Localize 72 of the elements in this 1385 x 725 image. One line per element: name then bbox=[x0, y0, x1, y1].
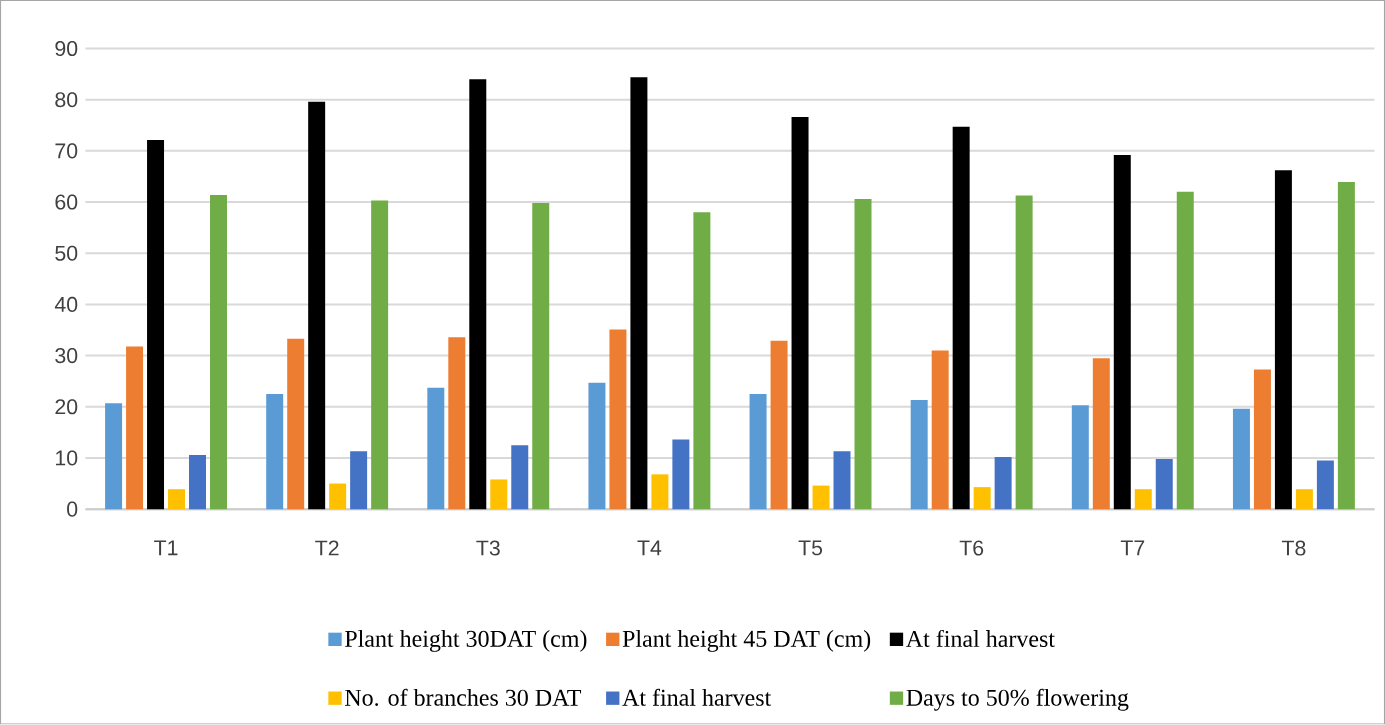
bar bbox=[350, 451, 368, 510]
bar bbox=[770, 341, 788, 510]
bar bbox=[931, 350, 949, 510]
bar bbox=[308, 101, 326, 510]
bar bbox=[147, 140, 165, 510]
bar bbox=[630, 77, 648, 510]
bar bbox=[105, 403, 123, 510]
bar bbox=[1092, 358, 1110, 510]
x-tick-label: T7 bbox=[1120, 540, 1145, 556]
bar bbox=[1337, 182, 1355, 510]
bar bbox=[1015, 195, 1033, 510]
bar bbox=[329, 483, 347, 510]
bar bbox=[168, 489, 186, 510]
bar bbox=[812, 485, 830, 510]
bar bbox=[588, 382, 606, 510]
bar bbox=[448, 337, 466, 510]
bar bbox=[371, 200, 389, 510]
bar bbox=[672, 439, 690, 510]
legend-label: Plant height 30DAT (cm) bbox=[345, 630, 587, 653]
legend-label: At final harvest bbox=[622, 688, 772, 707]
y-tick-label: 30 bbox=[55, 348, 78, 364]
x-tick-label: T3 bbox=[476, 540, 500, 556]
bar bbox=[189, 455, 206, 510]
legend-label: At final harvest bbox=[906, 630, 1055, 648]
bar bbox=[1295, 489, 1313, 510]
bar bbox=[952, 127, 970, 510]
bar bbox=[490, 479, 508, 510]
bar bbox=[1176, 192, 1194, 510]
x-tick-label: T4 bbox=[637, 540, 662, 556]
bar bbox=[266, 394, 284, 510]
y-tick-label: 50 bbox=[55, 245, 78, 262]
bar bbox=[1253, 369, 1271, 510]
legend-label: Days to 50% flowering bbox=[906, 688, 1129, 712]
bar bbox=[1155, 459, 1173, 510]
bar bbox=[994, 457, 1012, 510]
bar bbox=[287, 338, 305, 510]
y-tick-label: 70 bbox=[55, 143, 78, 159]
bar bbox=[1232, 409, 1250, 510]
y-tick-label: 90 bbox=[55, 41, 78, 57]
bar bbox=[511, 445, 529, 510]
y-tick-label: 80 bbox=[55, 92, 78, 108]
x-tick-label: T1 bbox=[154, 540, 178, 556]
y-tick-label: 60 bbox=[55, 194, 78, 210]
x-tick-label: T6 bbox=[959, 540, 984, 556]
bar bbox=[749, 394, 767, 510]
bar bbox=[1134, 489, 1152, 510]
bar bbox=[651, 474, 669, 510]
bar bbox=[532, 203, 550, 510]
bar bbox=[833, 451, 851, 510]
y-tick-label: 10 bbox=[56, 450, 78, 466]
legend-label: Plant height 45 DAT (cm) bbox=[622, 630, 871, 653]
bar bbox=[427, 388, 445, 510]
y-tick-label: 20 bbox=[55, 399, 78, 415]
bar bbox=[126, 346, 144, 510]
bar bbox=[210, 195, 227, 510]
bar bbox=[1071, 405, 1089, 510]
bar bbox=[1113, 155, 1131, 510]
y-tick-label: 40 bbox=[54, 297, 78, 313]
bar bbox=[910, 400, 928, 510]
bar bbox=[973, 487, 991, 510]
bar bbox=[609, 329, 627, 510]
x-tick-label: T8 bbox=[1281, 540, 1306, 556]
legend-label: No. of branches 30 DAT bbox=[345, 688, 582, 707]
bar bbox=[791, 117, 809, 510]
bar bbox=[854, 199, 872, 510]
x-tick-label: T2 bbox=[315, 540, 339, 556]
bar bbox=[469, 79, 487, 510]
y-tick-label: 0 bbox=[67, 501, 78, 517]
bar bbox=[1274, 170, 1292, 510]
bar bbox=[1316, 460, 1334, 510]
bar bbox=[693, 212, 711, 510]
x-tick-label: T5 bbox=[798, 540, 823, 556]
